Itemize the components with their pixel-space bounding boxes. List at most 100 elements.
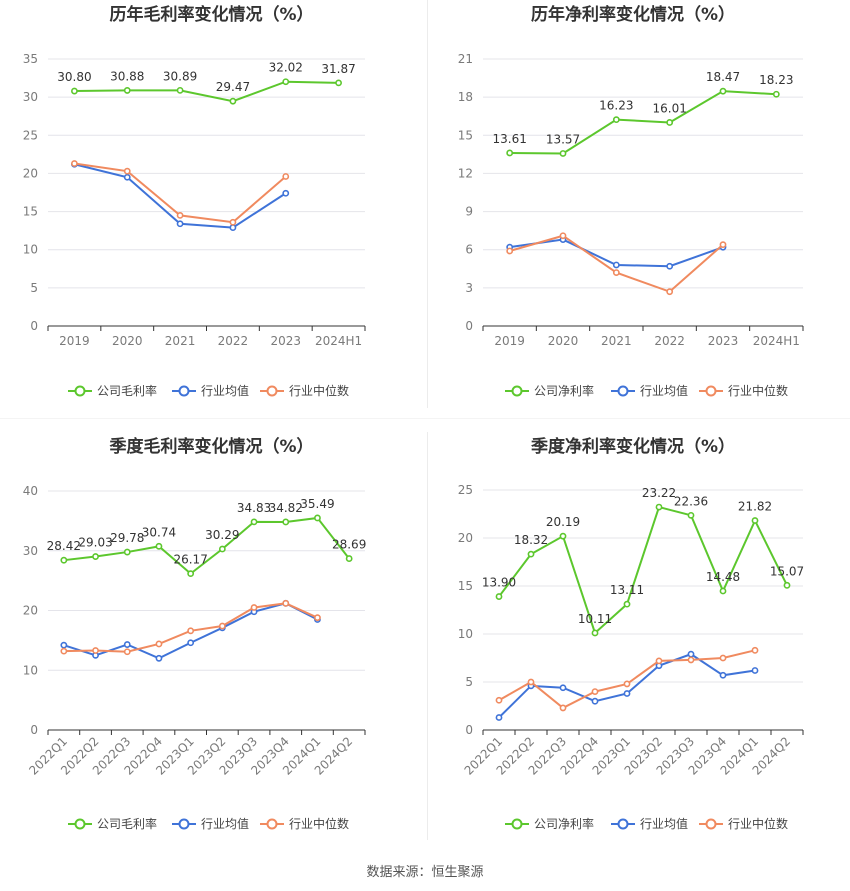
data-point-company[interactable]: [218, 545, 226, 553]
legend-marker-company[interactable]: [511, 818, 523, 830]
legend-marker-median[interactable]: [705, 385, 717, 397]
data-point-avg[interactable]: [751, 667, 759, 674]
legend-marker-company[interactable]: [74, 818, 86, 830]
data-point-company[interactable]: [282, 78, 290, 86]
data-point-avg[interactable]: [612, 261, 620, 269]
data-point-company[interactable]: [783, 581, 791, 589]
data-point-avg[interactable]: [495, 714, 503, 721]
data-point-median[interactable]: [282, 173, 290, 180]
data-point-avg[interactable]: [719, 671, 727, 679]
legend-marker-avg[interactable]: [178, 385, 190, 397]
data-point-median[interactable]: [559, 704, 567, 712]
data-point-avg[interactable]: [60, 641, 68, 649]
legend-marker-avg[interactable]: [178, 818, 190, 830]
data-point-company[interactable]: [559, 150, 567, 157]
legend-label-company[interactable]: 公司净利率: [534, 383, 594, 398]
data-point-company[interactable]: [506, 149, 514, 157]
legend-marker-avg[interactable]: [617, 818, 629, 830]
data-point-median[interactable]: [92, 647, 99, 654]
data-point-median[interactable]: [229, 218, 237, 226]
data-point-median[interactable]: [687, 656, 695, 664]
legend-marker-avg[interactable]: [617, 385, 629, 397]
data-point-company[interactable]: [155, 542, 163, 550]
data-point-median[interactable]: [176, 211, 184, 219]
data-point-median[interactable]: [60, 647, 68, 655]
data-point-company[interactable]: [623, 600, 631, 608]
data-point-median[interactable]: [123, 648, 131, 656]
data-point-company[interactable]: [187, 570, 195, 578]
legend-marker-median[interactable]: [266, 818, 278, 830]
data-point-company[interactable]: [60, 556, 68, 564]
data-point-company[interactable]: [559, 532, 567, 540]
data-point-company[interactable]: [282, 518, 290, 526]
data-point-median[interactable]: [123, 167, 131, 175]
legend-label-median[interactable]: 行业中位数: [728, 383, 788, 398]
data-point-median[interactable]: [495, 696, 503, 704]
data-point-company[interactable]: [591, 629, 599, 637]
data-point-median[interactable]: [218, 622, 226, 630]
data-point-median[interactable]: [591, 688, 599, 695]
data-point-company[interactable]: [345, 555, 353, 562]
data-point-median[interactable]: [71, 160, 78, 167]
data-point-company[interactable]: [71, 87, 78, 95]
data-point-avg[interactable]: [623, 690, 631, 697]
data-point-company[interactable]: [335, 79, 342, 87]
data-point-company[interactable]: [92, 553, 99, 560]
data-point-company[interactable]: [666, 119, 674, 126]
data-point-company[interactable]: [772, 90, 780, 98]
legend-marker-median[interactable]: [705, 818, 717, 830]
data-point-median[interactable]: [751, 646, 759, 654]
data-point-median[interactable]: [187, 627, 195, 635]
data-point-company[interactable]: [612, 116, 620, 124]
legend-marker-company[interactable]: [74, 385, 86, 397]
legend-label-company[interactable]: 公司毛利率: [97, 383, 157, 398]
data-point-company[interactable]: [176, 86, 184, 94]
legend-marker-median[interactable]: [266, 385, 278, 397]
data-point-median[interactable]: [559, 232, 567, 240]
legend-label-company[interactable]: 公司净利率: [534, 816, 594, 831]
legend-label-avg[interactable]: 行业均值: [640, 816, 688, 831]
data-point-median[interactable]: [155, 640, 163, 648]
data-point-company[interactable]: [655, 503, 663, 511]
data-point-median[interactable]: [719, 241, 727, 249]
data-point-median[interactable]: [719, 654, 727, 662]
data-point-avg[interactable]: [687, 650, 695, 658]
data-point-avg[interactable]: [123, 173, 131, 181]
data-point-median[interactable]: [666, 288, 674, 296]
data-point-median[interactable]: [250, 604, 258, 611]
data-point-company[interactable]: [495, 593, 503, 600]
data-point-company[interactable]: [687, 511, 695, 519]
legend-marker-company[interactable]: [511, 385, 523, 397]
legend-label-avg[interactable]: 行业均值: [201, 816, 249, 831]
data-point-company[interactable]: [250, 518, 258, 526]
data-point-avg[interactable]: [155, 654, 163, 662]
data-point-company[interactable]: [123, 548, 131, 556]
data-point-avg[interactable]: [559, 684, 567, 692]
data-point-median[interactable]: [655, 657, 663, 665]
data-point-company[interactable]: [123, 87, 131, 94]
data-point-avg[interactable]: [282, 189, 290, 197]
legend-label-avg[interactable]: 行业均值: [640, 383, 688, 398]
legend-label-avg[interactable]: 行业均值: [201, 383, 249, 398]
data-point-company[interactable]: [719, 587, 727, 595]
data-point-median[interactable]: [282, 599, 290, 607]
data-point-median[interactable]: [527, 678, 535, 686]
legend-label-median[interactable]: 行业中位数: [289, 383, 349, 398]
data-point-avg[interactable]: [591, 697, 599, 705]
data-point-median[interactable]: [506, 247, 514, 255]
legend-label-median[interactable]: 行业中位数: [289, 816, 349, 831]
data-point-median[interactable]: [612, 269, 620, 276]
data-point-median[interactable]: [623, 680, 631, 688]
data-point-avg[interactable]: [229, 224, 237, 231]
data-point-company[interactable]: [751, 517, 759, 524]
data-point-avg[interactable]: [123, 641, 131, 648]
legend-label-median[interactable]: 行业中位数: [728, 816, 788, 831]
data-point-avg[interactable]: [666, 262, 674, 270]
data-point-company[interactable]: [527, 550, 535, 558]
legend-label-company[interactable]: 公司毛利率: [97, 816, 157, 831]
data-point-avg[interactable]: [187, 639, 195, 647]
data-point-median[interactable]: [314, 614, 321, 622]
data-point-avg[interactable]: [176, 220, 184, 228]
data-point-company[interactable]: [314, 514, 321, 522]
data-point-company[interactable]: [229, 97, 237, 105]
